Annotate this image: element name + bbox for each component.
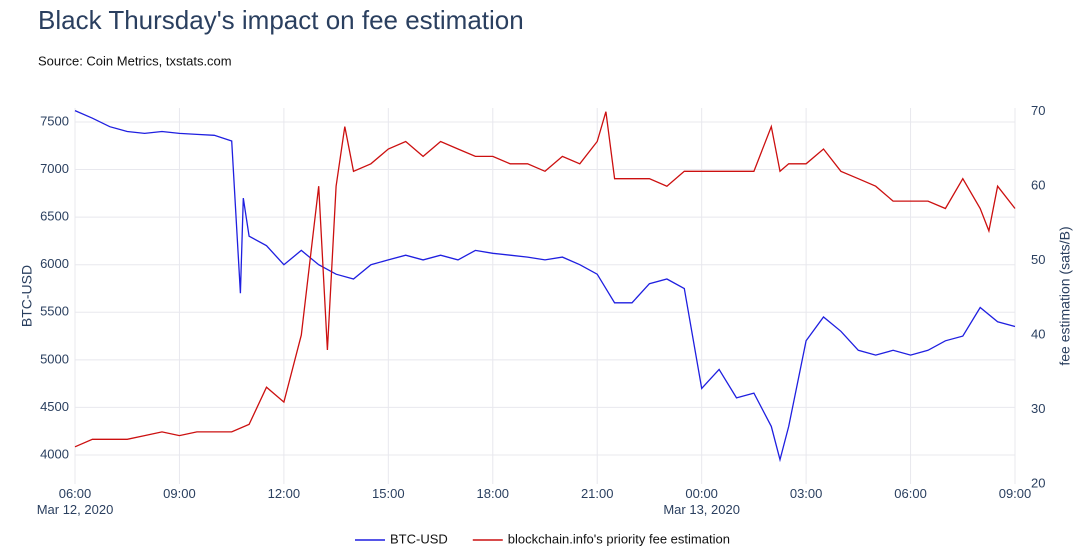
x-tick-label: 06:00 Mar 12, 2020 <box>36 486 114 517</box>
x-tick-label: 15:00 <box>372 486 405 501</box>
line-series <box>74 111 1016 448</box>
x-tick-label: 03:00 <box>789 486 823 501</box>
y-tick-label: 7500 <box>40 113 69 128</box>
y-tick-label: 7000 <box>40 161 69 176</box>
legend-label: blockchain.info's priority fee estimatio… <box>508 531 730 546</box>
y-tick-label: 4000 <box>40 446 69 461</box>
x-tick-label: 09:00 <box>163 486 196 501</box>
y2-tick-label: 30 <box>1031 401 1045 416</box>
y-tick-label: 5000 <box>40 351 69 366</box>
x-tick-label: 18:00 <box>476 486 510 501</box>
y2-tick-label: 70 <box>1031 103 1045 118</box>
x-tick-label: 00:00 Mar 13, 2020 <box>663 486 740 517</box>
y2-tick-label: 50 <box>1031 252 1045 267</box>
line-series <box>74 110 1016 463</box>
x-tick-label: 21:00 <box>580 486 614 501</box>
y-tick-label: 6500 <box>40 209 69 224</box>
y-tick-label: 5500 <box>40 304 69 319</box>
y2-tick-label: 20 <box>1031 475 1045 490</box>
legend-label: BTC-USD <box>390 531 448 546</box>
y-tick-label: 4500 <box>40 399 69 414</box>
chart-subtitle: Source: Coin Metrics, txstats.com <box>38 53 232 68</box>
x-tick-label: 09:00 <box>998 486 1032 501</box>
y2-axis-label: fee estimation (sats/B) <box>1057 226 1073 365</box>
y2-tick-label: 60 <box>1031 178 1045 193</box>
y2-tick-label: 40 <box>1031 327 1045 342</box>
y-tick-label: 6000 <box>40 256 69 271</box>
y-axis-label: BTC-USD <box>19 265 35 327</box>
x-tick-label: 06:00 <box>894 486 927 501</box>
x-tick-label: 12:00 <box>267 486 301 501</box>
chart-title: Black Thursday's impact on fee estimatio… <box>38 5 524 35</box>
